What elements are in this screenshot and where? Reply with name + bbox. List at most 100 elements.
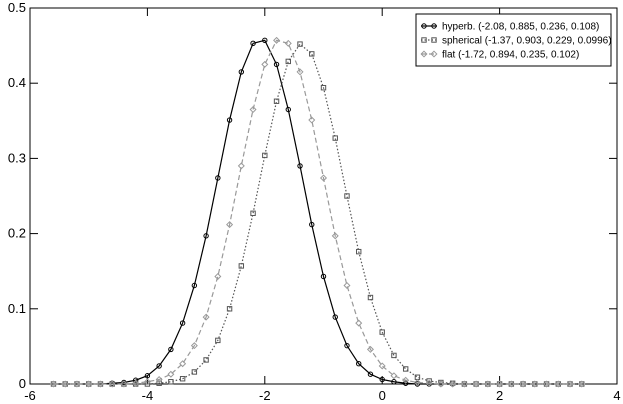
point	[402, 380, 409, 386]
legend-label: flat (-1.72, 0.894, 0.235, 0.102)	[442, 50, 579, 61]
point	[250, 40, 256, 47]
point	[554, 380, 562, 388]
point	[85, 380, 93, 388]
point	[249, 106, 257, 114]
x-tick-label: 4	[613, 388, 620, 403]
point	[49, 380, 57, 388]
point	[284, 39, 292, 47]
plot-frame	[29, 7, 618, 385]
point	[331, 232, 339, 240]
point	[261, 60, 269, 68]
point	[262, 37, 268, 44]
point	[320, 85, 327, 91]
y-tick-label: 0.3	[8, 150, 26, 165]
point	[356, 248, 362, 255]
series	[49, 36, 586, 388]
point	[484, 380, 492, 388]
point	[425, 379, 433, 387]
point	[367, 294, 374, 301]
legend-label: spherical (-1.37, 0.903, 0.229, 0.0996)	[442, 36, 612, 47]
point	[250, 210, 256, 216]
legend-label: hyperb. (-2.08, 0.885, 0.236, 0.108)	[442, 22, 599, 33]
point	[320, 273, 327, 280]
point	[190, 342, 198, 350]
point	[132, 377, 139, 383]
point	[309, 51, 315, 57]
point	[519, 380, 527, 388]
point	[73, 380, 81, 388]
point	[578, 380, 586, 388]
point	[543, 380, 551, 388]
x-tick-label: -4	[142, 388, 154, 403]
x-tick-label: -2	[259, 388, 271, 403]
point	[308, 116, 316, 124]
legend-marker	[431, 37, 437, 43]
point	[285, 106, 291, 113]
y-tick-label: 0.4	[8, 75, 26, 90]
series-line	[53, 39, 582, 385]
point	[297, 41, 303, 47]
point	[214, 272, 222, 280]
point	[332, 314, 338, 320]
x-tick-label: -6	[24, 388, 36, 403]
point	[273, 36, 281, 44]
point	[402, 376, 410, 384]
point	[273, 98, 280, 104]
series-line	[53, 39, 582, 385]
point	[413, 378, 421, 387]
point	[297, 163, 303, 169]
y-tick-label: 0.5	[8, 0, 26, 15]
series-line	[53, 43, 582, 385]
point	[438, 379, 444, 386]
point	[179, 360, 187, 368]
point	[262, 152, 268, 159]
point	[203, 233, 209, 239]
point	[215, 337, 221, 344]
point	[238, 69, 245, 75]
point	[144, 373, 151, 379]
point	[566, 380, 574, 388]
point	[367, 371, 374, 377]
point	[414, 381, 421, 387]
point	[156, 380, 162, 386]
point	[203, 357, 209, 363]
point	[191, 369, 198, 375]
point	[108, 380, 116, 388]
point	[355, 319, 363, 327]
point	[472, 380, 480, 388]
y-tick-label: 0	[19, 376, 26, 391]
legend-marker	[431, 23, 437, 29]
point	[378, 362, 386, 370]
legend-box	[415, 13, 612, 67]
point	[344, 193, 350, 199]
point	[285, 58, 291, 65]
point	[202, 313, 210, 321]
point	[226, 306, 233, 312]
point	[179, 320, 186, 326]
point	[296, 68, 304, 76]
point	[390, 372, 398, 380]
legend-marker	[421, 23, 427, 29]
legend-marker	[421, 37, 427, 43]
point	[309, 221, 315, 228]
point	[144, 381, 151, 387]
point	[319, 174, 328, 182]
point	[226, 221, 234, 229]
point	[238, 263, 245, 269]
point	[356, 360, 362, 367]
legend: hyperb. (-2.08, 0.885, 0.236, 0.108) sphe…	[415, 13, 612, 67]
point	[344, 342, 350, 349]
point	[237, 162, 245, 170]
point	[226, 117, 233, 123]
series	[50, 37, 585, 387]
x-tick-label: 2	[496, 388, 503, 403]
point	[343, 281, 351, 289]
y-tick-label: 0.1	[8, 301, 26, 316]
point	[61, 380, 69, 388]
point	[155, 375, 163, 383]
point	[379, 376, 385, 383]
point	[191, 282, 198, 289]
point	[449, 380, 457, 388]
x-tick-label: 0	[379, 388, 386, 403]
